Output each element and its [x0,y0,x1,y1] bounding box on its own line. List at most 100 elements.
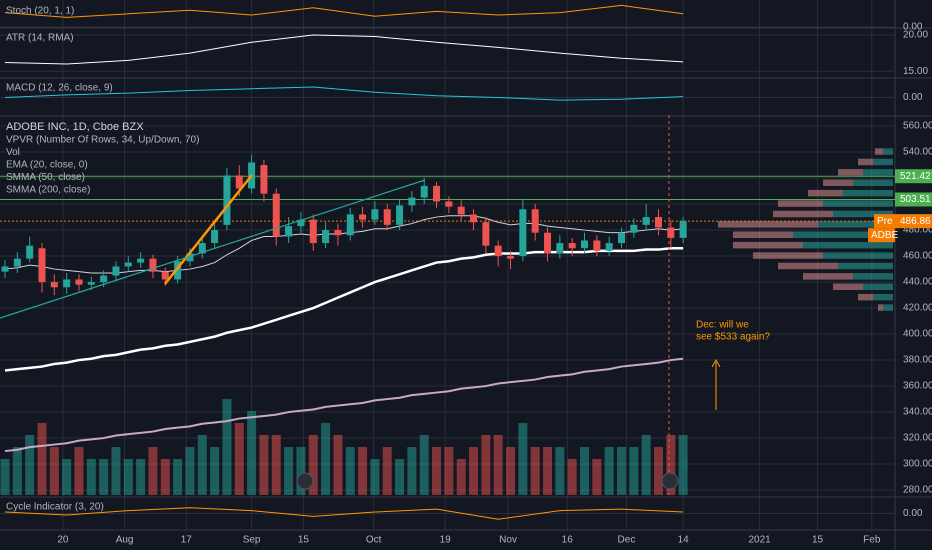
profile-up [853,273,893,280]
x-tick-label: Dec [618,535,636,546]
candle-body [334,230,342,236]
profile-down [858,293,873,301]
volume-bar [666,435,676,495]
candle-body [581,240,589,249]
profile-down [733,231,793,239]
volume-bar [493,435,503,495]
y-tick-label: 560.00 [903,121,932,132]
candle-body [679,221,687,238]
volume-bar [37,423,47,495]
legend-entry: EMA (20, close, 0) [6,160,88,171]
candle-body [482,222,490,246]
level-label: 521.42 [900,171,931,182]
volume-bar [197,435,207,495]
volume-bar [345,447,355,495]
candle-body [75,279,83,285]
candle-body [186,253,194,262]
trend-line [164,174,253,285]
x-tick-label: 17 [181,535,193,546]
candle-body [38,248,46,283]
candle-body [507,256,515,259]
profile-down [778,262,838,270]
indicator-line [4,34,684,65]
x-tick-label: 19 [440,535,452,546]
volume-bar [567,459,577,495]
pane-label: ATR (14, RMA) [6,33,74,44]
volume-bar [555,447,565,495]
y-tick-label: 540.00 [903,147,932,158]
volume-bar [653,447,663,495]
candle-body [408,197,416,206]
volume-bar [604,447,614,495]
volume-bar [210,447,220,495]
candle-body [235,175,243,189]
y-tick-label: 300.00 [903,459,932,470]
earnings [296,472,679,490]
x-tick-label: Nov [499,535,517,546]
profile-up [863,169,893,176]
volume-bar [370,459,380,495]
pre-label: Pre [877,216,893,227]
price-axis: 20 Aug 17 Sep 15 Oct 19 Nov 16 Dec 14 2021 15 Feb 280.… [6,6,932,546]
candle-body [420,185,428,198]
level-label: 503.51 [900,194,931,205]
candle-body [272,193,280,237]
volume-bar [271,435,281,495]
profile-down [718,221,818,228]
symbol-tag [868,228,895,243]
candle-body [346,214,354,236]
volume-bar [0,459,10,495]
candle-body [371,209,379,220]
volume-bar [518,423,528,495]
volume-bar [234,423,244,495]
volume-bar [444,447,454,495]
y-tick-label: 0.00 [903,22,923,33]
level-tag [895,169,932,184]
candle-body [359,214,367,220]
volume-bar [296,447,306,495]
volume-bar [481,435,491,495]
volume-bar [469,447,479,495]
profile-up [883,148,893,155]
y-tick-label: 340.00 [903,407,932,418]
candle-body [556,243,564,254]
volume-bar [641,435,651,495]
candle-body [223,175,231,225]
profile-up [823,200,893,207]
candle-body [260,165,268,194]
candle-body [63,279,71,288]
legend-entry: SMMA (200, close) [6,185,90,196]
y-tick-label: 380.00 [903,355,932,366]
candle-body [630,224,638,233]
x-tick-label: Sep [243,535,261,546]
profile-up [873,293,893,301]
profile-up [853,179,893,187]
x-tick-label: 14 [678,535,690,546]
earnings-icon [661,472,679,490]
candle-body [519,209,527,257]
candle-body [1,266,9,272]
volume-bar [185,447,195,495]
candle-body [568,243,576,249]
legend-entry: VPVR (Number Of Rows, 34, Up/Down, 70) [6,135,199,146]
volume-bar [247,411,257,495]
volume-bar [12,447,22,495]
volume-bar [333,435,343,495]
volume-bar [25,435,35,495]
legend-entry: SMMA (50, close) [6,172,85,183]
candle-body [13,258,21,267]
candle-body [322,230,330,244]
profile-down [733,241,803,249]
profile-down [858,158,873,166]
y-tick-label: 15.00 [903,66,928,77]
profile-down [753,252,823,259]
profile-down [838,169,863,176]
x-tick-label: 15 [298,535,310,546]
candle-body [100,275,108,283]
ma-line [4,247,684,372]
volume-bar [74,447,84,495]
profile-down [778,200,823,207]
candle-body [531,209,539,233]
profile-up [838,262,893,270]
volume-bar [49,447,59,495]
